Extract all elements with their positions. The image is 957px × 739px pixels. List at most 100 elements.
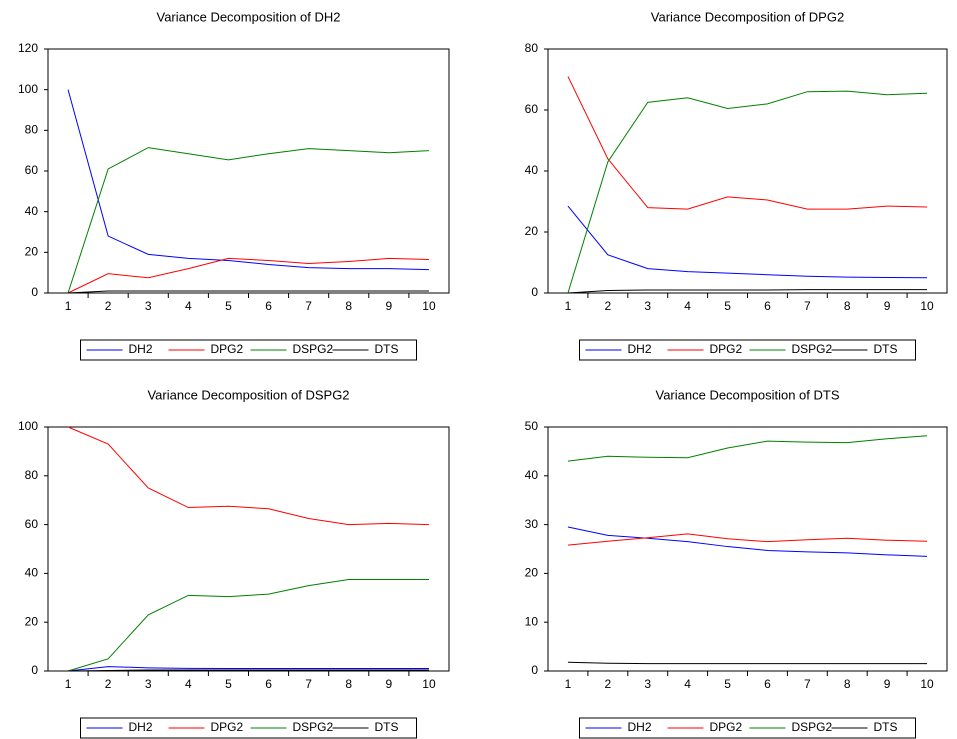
chart-title: Variance Decomposition of DSPG2	[147, 387, 349, 402]
x-tick-label: 7	[305, 677, 312, 691]
y-tick-label: 0	[531, 663, 538, 677]
x-tick-label: 1	[565, 677, 572, 691]
x-tick-label: 8	[345, 299, 352, 313]
x-tick-label: 5	[724, 677, 731, 691]
x-tick-label: 6	[265, 299, 272, 313]
plot-frame	[47, 48, 450, 294]
series-line	[567, 435, 928, 462]
legend-box	[579, 717, 916, 739]
legend-label: DTS	[874, 720, 898, 734]
x-tick-label: 10	[920, 299, 934, 313]
x-tick-label: 5	[225, 299, 232, 313]
y-tick-label: 20	[525, 566, 539, 580]
x-tick-label: 1	[565, 299, 572, 313]
series-line	[67, 426, 429, 526]
legend-label: DH2	[129, 342, 153, 356]
legend-label: DTS	[874, 342, 898, 356]
legend-label: DH2	[628, 720, 652, 734]
x-tick-label: 2	[605, 677, 612, 691]
x-tick-label: 1	[65, 299, 72, 313]
y-tick-label: 120	[18, 41, 38, 55]
x-tick-label: 6	[764, 677, 771, 691]
x-tick-label: 4	[684, 677, 691, 691]
x-tick-label: 9	[386, 299, 393, 313]
series-line	[67, 666, 429, 672]
legend-label: DSPG2	[293, 342, 334, 356]
legend-label: DH2	[129, 720, 153, 734]
x-tick-label: 3	[145, 677, 152, 691]
y-tick-label: 40	[525, 468, 539, 482]
series-line	[67, 147, 429, 294]
x-tick-label: 9	[884, 677, 891, 691]
y-tick-label: 0	[31, 285, 38, 299]
x-tick-label: 8	[844, 677, 851, 691]
legend-box	[579, 339, 916, 361]
legend-label: DPG2	[211, 720, 244, 734]
x-tick-label: 6	[265, 677, 272, 691]
x-tick-label: 8	[844, 299, 851, 313]
legend-label: DSPG2	[792, 720, 833, 734]
x-tick-label: 7	[305, 299, 312, 313]
y-tick-label: 80	[25, 468, 39, 482]
x-tick-label: 5	[225, 677, 232, 691]
y-tick-label: 20	[25, 614, 39, 628]
legend-label: DSPG2	[293, 720, 334, 734]
x-tick-label: 6	[764, 299, 771, 313]
y-tick-label: 40	[25, 566, 39, 580]
series-line	[567, 289, 928, 294]
y-tick-label: 0	[531, 285, 538, 299]
series-line	[67, 89, 429, 271]
series-line	[567, 90, 928, 294]
x-tick-label: 3	[145, 299, 152, 313]
x-tick-label: 7	[804, 677, 811, 691]
y-tick-label: 40	[25, 204, 39, 218]
series-line	[68, 290, 429, 294]
legend-label: DTS	[375, 720, 399, 734]
x-tick-label: 7	[804, 299, 811, 313]
series-line	[567, 205, 928, 279]
x-tick-label: 3	[644, 677, 651, 691]
y-tick-label: 10	[525, 614, 539, 628]
plot-frame	[47, 426, 450, 672]
series-line	[67, 579, 429, 672]
legend-label: DPG2	[211, 342, 244, 356]
x-tick-label: 4	[684, 299, 691, 313]
x-tick-label: 2	[105, 299, 112, 313]
legend-label: DPG2	[710, 342, 743, 356]
series-line	[567, 526, 928, 557]
y-tick-label: 50	[525, 419, 539, 433]
chart-title: Variance Decomposition of DPG2	[651, 9, 844, 24]
x-tick-label: 10	[422, 677, 436, 691]
x-tick-label: 2	[605, 299, 612, 313]
series-line	[567, 533, 928, 546]
legend-label: DPG2	[710, 720, 743, 734]
x-tick-label: 3	[644, 299, 651, 313]
x-tick-label: 2	[105, 677, 112, 691]
x-tick-label: 1	[65, 677, 72, 691]
x-tick-label: 8	[345, 677, 352, 691]
x-tick-label: 5	[724, 299, 731, 313]
x-tick-label: 9	[884, 299, 891, 313]
y-tick-label: 30	[525, 517, 539, 531]
series-line	[67, 257, 429, 294]
x-tick-label: 10	[422, 299, 436, 313]
y-tick-label: 20	[525, 224, 539, 238]
series-line	[68, 669, 429, 672]
y-tick-label: 40	[525, 163, 539, 177]
legend-box	[80, 717, 417, 739]
chart-title: Variance Decomposition of DTS	[655, 387, 839, 402]
y-tick-label: 0	[31, 663, 38, 677]
y-tick-label: 80	[25, 123, 39, 137]
y-tick-label: 60	[25, 517, 39, 531]
series-line	[567, 661, 928, 665]
legend-label: DSPG2	[792, 342, 833, 356]
y-tick-label: 60	[25, 163, 39, 177]
y-tick-label: 20	[25, 245, 39, 259]
chart-title: Variance Decomposition of DH2	[156, 9, 340, 24]
y-tick-label: 100	[18, 419, 38, 433]
x-tick-label: 9	[386, 677, 393, 691]
x-tick-label: 4	[185, 299, 192, 313]
y-tick-label: 60	[525, 102, 539, 116]
